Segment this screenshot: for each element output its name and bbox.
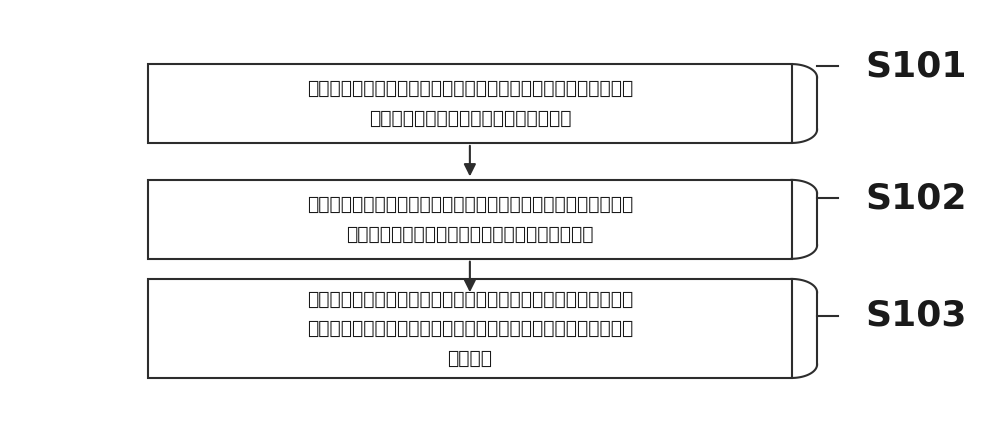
Text: S103: S103 xyxy=(865,299,967,333)
Text: S102: S102 xyxy=(865,181,967,215)
Text: 获取芯片前端提供的电路网络信息网表后进行关联分析，得到若干
个寄存器之间的功能关联表和逻辑关联表: 获取芯片前端提供的电路网络信息网表后进行关联分析，得到若干 个寄存器之间的功能关… xyxy=(307,79,633,128)
Text: 根据所述功能关联表、逻辑关联表以及所述标准单元库，结合靠芯
片边界摆放原则，将所述芯片分为若干个功能区域后进行芯片的蛋
糕式布局: 根据所述功能关联表、逻辑关联表以及所述标准单元库，结合靠芯 片边界摆放原则，将所… xyxy=(307,290,633,368)
Bar xyxy=(148,180,792,259)
Text: 根据所述芯片布局时使用的各个功能模块确定对应所需的标准单元
库，并按照所述功能模块的面积大小进行先后排序: 根据所述芯片布局时使用的各个功能模块确定对应所需的标准单元 库，并按照所述功能模… xyxy=(307,195,633,244)
Bar xyxy=(148,279,792,378)
Text: S101: S101 xyxy=(865,49,967,83)
Bar xyxy=(148,64,792,143)
